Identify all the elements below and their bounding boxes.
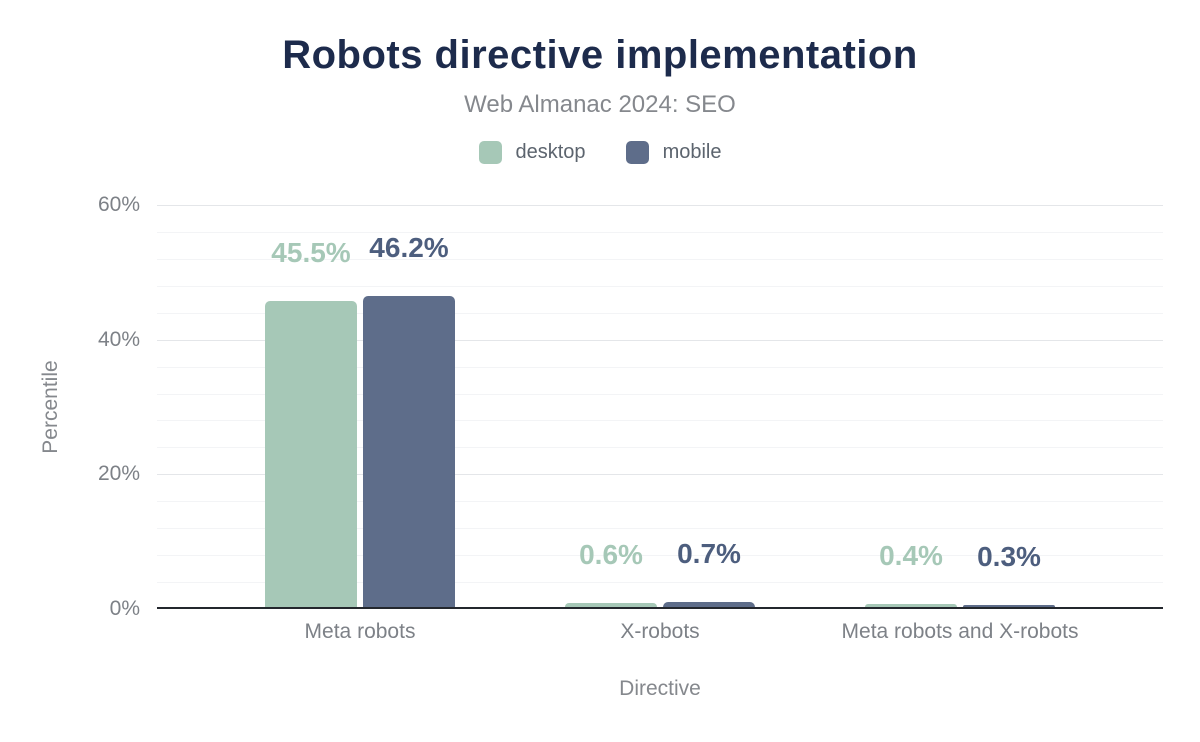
bar-value-label-mobile-meta-robots-and-x-robots: 0.3% (977, 540, 1041, 572)
x-category-label-x-robots: X-robots (620, 620, 700, 643)
bar-mobile-meta-robots (363, 295, 455, 607)
minor-gridline (157, 420, 1163, 422)
minor-gridline (157, 528, 1163, 530)
legend: desktop mobile (0, 141, 1200, 164)
major-gridline (157, 339, 1163, 341)
legend-item-mobile: mobile (625, 141, 722, 164)
chart-title: Robots directive implementation (282, 33, 918, 77)
bar-value-label-desktop-x-robots: 0.6% (579, 538, 643, 570)
bar-value-label-desktop-meta-robots: 45.5% (271, 236, 351, 268)
minor-gridline (157, 258, 1163, 260)
minor-gridline (157, 285, 1163, 287)
legend-label-mobile: mobile (662, 141, 722, 163)
x-category-label-meta-robots-and-x-robots: Meta robots and X-robots (841, 620, 1079, 643)
minor-gridline (157, 555, 1163, 557)
major-gridline (157, 474, 1163, 476)
bar-desktop-meta-robots (265, 300, 357, 607)
minor-gridline (157, 231, 1163, 233)
minor-gridline (157, 393, 1163, 395)
bar-value-label-mobile-meta-robots: 46.2% (369, 231, 449, 263)
legend-item-desktop: desktop (478, 141, 586, 164)
plot-area: 0% 20% 40% 60% 45.5% 46.2% Meta robots 0.6% 0.7%… (98, 193, 1163, 643)
bar-mobile-meta-robots-and-x-robots (963, 604, 1055, 607)
y-axis-title: Percentile (39, 360, 62, 454)
x-axis-line (157, 607, 1163, 609)
y-tick-label: 60% (97, 193, 140, 216)
minor-gridline (157, 582, 1163, 584)
x-category-label-meta-robots: Meta robots (304, 620, 416, 643)
bar-value-label-desktop-meta-robots-and-x-robots: 0.4% (879, 540, 943, 572)
bar-desktop-meta-robots-and-x-robots (865, 604, 957, 607)
x-axis-title: Directive (619, 677, 701, 700)
minor-gridline (157, 366, 1163, 368)
bar-desktop-x-robots (565, 602, 657, 607)
y-tick-label: 0% (109, 597, 140, 620)
minor-gridline (157, 501, 1163, 503)
major-gridline (157, 205, 1163, 206)
bar-value-label-mobile-x-robots: 0.7% (677, 538, 741, 570)
legend-label-desktop: desktop (515, 141, 586, 163)
legend-swatch-desktop-icon (478, 141, 502, 164)
y-tick-label: 20% (97, 462, 140, 486)
minor-gridline (157, 447, 1163, 449)
minor-gridline (157, 312, 1163, 314)
bar-mobile-x-robots (663, 602, 755, 607)
chart-subtitle: Web Almanac 2024: SEO (464, 91, 736, 118)
legend-swatch-mobile-icon (625, 141, 649, 164)
y-tick-label: 40% (97, 327, 140, 351)
